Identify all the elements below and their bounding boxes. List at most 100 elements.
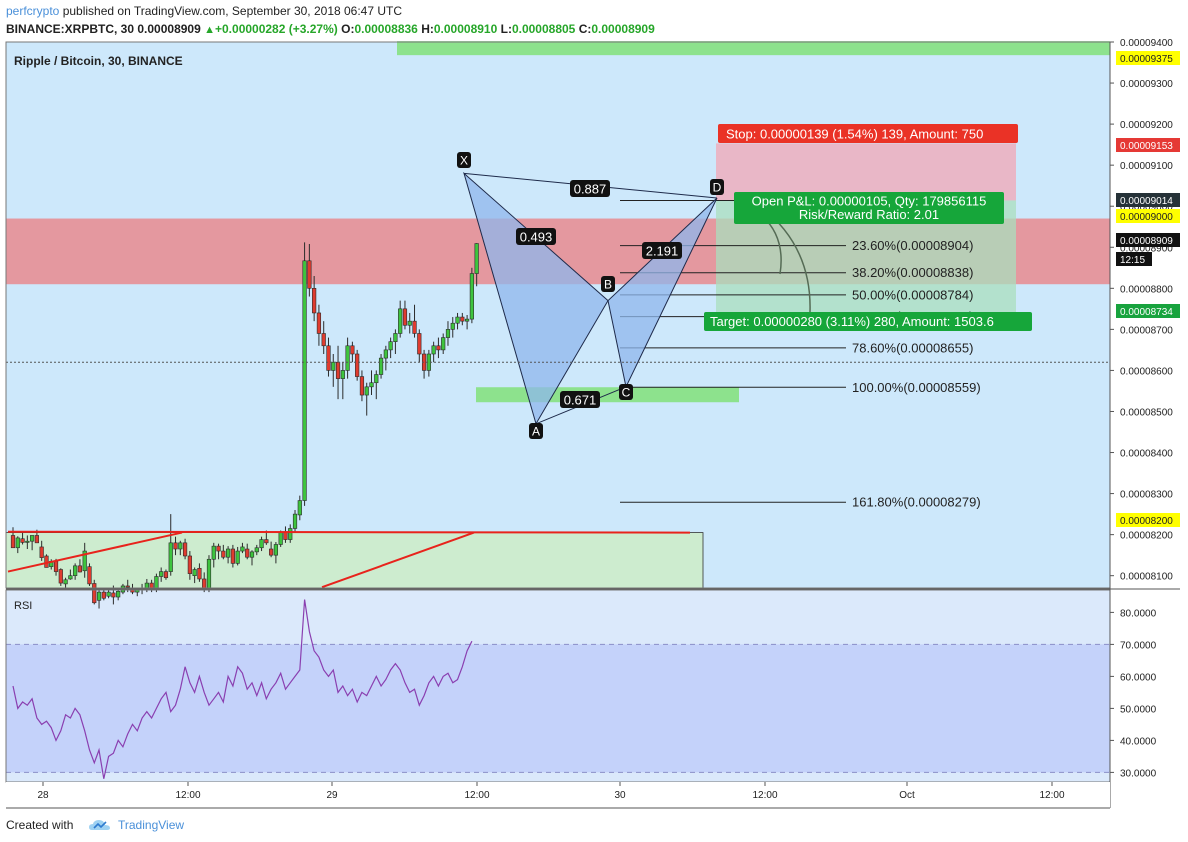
price-tag-label: 0.00009014: [1120, 196, 1173, 207]
candle-body: [393, 333, 398, 342]
candle-body: [460, 316, 465, 322]
candle-body: [245, 548, 250, 558]
candle-body: [25, 540, 30, 543]
tradingview-cloud-icon[interactable]: [88, 817, 112, 833]
candle-body: [34, 535, 39, 544]
pattern-ratio-box: [516, 228, 556, 245]
target-label-box: [704, 312, 1032, 331]
price-axis-label: 0.00008700: [1120, 325, 1173, 336]
fib-level-label: 38.20%(0.00008838): [852, 265, 973, 280]
candle-body: [82, 550, 87, 572]
price-tag-box: [1116, 138, 1180, 152]
candle-body: [187, 555, 192, 574]
price-axis-label: 0.00009200: [1120, 120, 1173, 131]
candle-body: [278, 532, 283, 545]
fib-level-label: 100.00%(0.00008559): [852, 380, 981, 395]
candle-body: [125, 585, 130, 588]
candle-body: [216, 545, 221, 552]
time-axis-label: 12:00: [1039, 790, 1064, 801]
candle-body: [326, 345, 331, 371]
price-axis-label: 0.00009300: [1120, 79, 1173, 90]
candle-body: [206, 558, 212, 589]
candle-body: [168, 542, 173, 572]
low-value: 0.00008805: [511, 22, 576, 36]
candle-body: [264, 539, 269, 544]
low-label: L:: [500, 22, 512, 36]
pattern-point-label: A: [532, 425, 540, 439]
candle-body: [159, 571, 164, 577]
pattern-ratio-label: 0.493: [520, 230, 553, 245]
close-value: 0.00008909: [591, 22, 655, 36]
target-label: Target: 0.00000280 (3.11%) 280, Amount: …: [710, 314, 994, 329]
price-tag-label: 0.00008734: [1120, 307, 1173, 318]
price-axis-label: 0.00009400: [1120, 38, 1173, 49]
price-tag-label: 0.00008200: [1120, 516, 1173, 527]
candle-body: [30, 535, 35, 542]
candle-body: [350, 345, 355, 355]
price-axis-label: 0.00008500: [1120, 407, 1173, 418]
time-axis-label: 30: [614, 790, 626, 801]
open-value: 0.00008836: [354, 22, 418, 36]
candle-body: [211, 545, 216, 560]
range-box: [5, 532, 704, 589]
candle-body: [474, 243, 479, 274]
stop-label: Stop: 0.00000139 (1.54%) 139, Amount: 75…: [726, 127, 983, 142]
price-change: +0.00000282 (+3.27%): [215, 22, 338, 36]
ticker-line: BINANCE:XRPBTC, 30 0.00008909 ▲+0.000002…: [6, 22, 655, 36]
candle-body: [254, 547, 259, 553]
price-axis-label: 0.00008600: [1120, 366, 1173, 377]
candle-body: [335, 361, 341, 379]
candle-body: [154, 576, 159, 590]
price-tag-box: [1116, 304, 1180, 318]
pattern-point-marker: [529, 423, 543, 439]
fib-level-label: 161.80%(0.00008279): [852, 495, 981, 510]
candle-body: [58, 569, 63, 584]
pattern-point-label: D: [713, 181, 722, 195]
candle-body: [249, 551, 255, 558]
pattern-point-marker: [457, 152, 471, 168]
candle-body: [441, 337, 446, 351]
price-tag-label: 0.00009000: [1120, 212, 1173, 223]
pattern-ratio-label: 0.671: [564, 393, 597, 408]
candle-body: [269, 548, 274, 556]
publish-info: published on TradingView.com, September …: [62, 4, 403, 18]
candle-body: [240, 546, 245, 552]
price-tag-box: [1116, 51, 1180, 65]
candle-body: [431, 345, 436, 355]
stop-label-box: [718, 124, 1018, 143]
candle-body: [15, 537, 20, 549]
price-axis-label: 0.00009100: [1120, 161, 1173, 172]
trendline-lower-1: [7, 531, 183, 573]
price-axis-label: 0.00008900: [1120, 243, 1173, 254]
tradingview-brand-link[interactable]: TradingView: [118, 818, 185, 832]
pattern-ratio-box: [570, 180, 610, 197]
candle-body: [68, 575, 73, 580]
open-label: O:: [341, 22, 355, 36]
author-link[interactable]: perfcrypto: [6, 4, 60, 18]
time-axis-label: 12:00: [464, 790, 489, 801]
price-axis-label: 0.00008100: [1120, 572, 1173, 583]
candle-body: [364, 386, 369, 396]
candle-body: [417, 333, 422, 355]
pattern-point-marker: [601, 276, 615, 292]
price-tag-box: [1116, 252, 1152, 266]
candle-body: [197, 567, 202, 580]
pattern-point-marker: [619, 384, 633, 400]
candle-body: [355, 353, 360, 377]
price-tag-box: [1116, 233, 1180, 247]
candle-body: [288, 528, 293, 540]
price-axis-label: 0.00008800: [1120, 284, 1173, 295]
demand-zone-top: [397, 41, 1110, 56]
pattern-point-marker: [710, 179, 724, 195]
high-value: 0.00008910: [433, 22, 498, 36]
candle-body: [345, 345, 350, 371]
candle-body: [402, 308, 408, 326]
pattern-point-label: B: [604, 278, 612, 292]
rsi-band: [6, 644, 1110, 773]
candle-body: [455, 316, 460, 324]
candle-body: [383, 349, 388, 359]
pattern-ratio-label: 0.887: [574, 182, 607, 197]
close-label: C:: [578, 22, 592, 36]
candle-body: [192, 569, 197, 576]
